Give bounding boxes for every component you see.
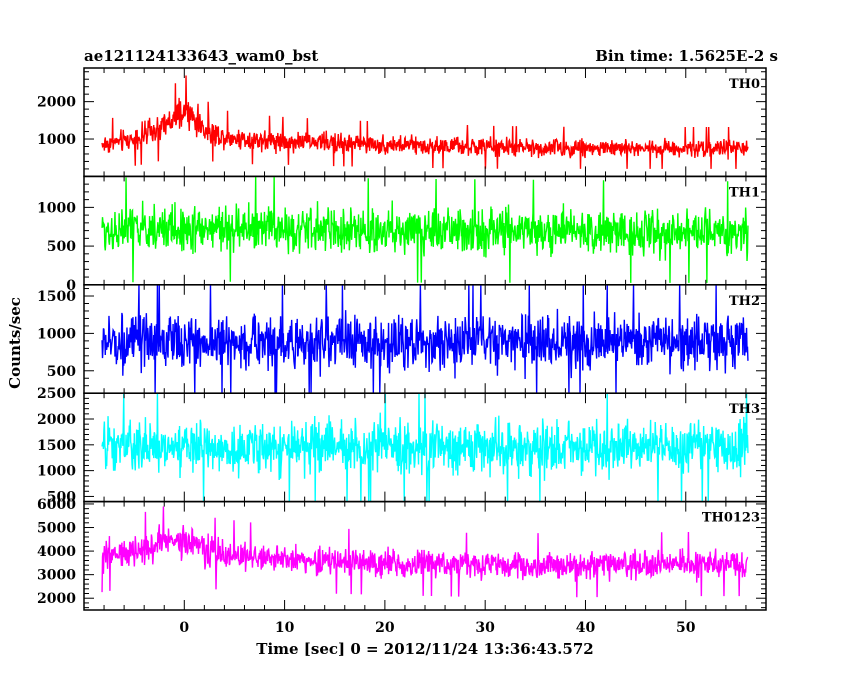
chart-title-left: ae121124133643_wam0_bst: [84, 47, 318, 65]
y-tick-label: 5000: [37, 521, 76, 537]
lightcurve-th0: [102, 75, 748, 168]
x-tick-label: 50: [676, 620, 696, 636]
y-tick-label: 3000: [37, 568, 76, 584]
x-tick-label: 20: [375, 620, 395, 636]
chart-title-right: Bin time: 1.5625E-2 s: [595, 47, 778, 65]
x-tick-label: 0: [179, 620, 189, 636]
y-tick-label: 2000: [37, 591, 76, 607]
y-tick-label: 1000: [37, 464, 76, 480]
panel-label-th0123: TH0123: [702, 511, 760, 526]
panel-label-th0: TH0: [729, 77, 760, 92]
lightcurve-th0123: [102, 507, 748, 598]
y-tick-label: 500: [47, 239, 76, 255]
y-tick-label: 1000: [37, 326, 76, 342]
x-axis-label: Time [sec] 0 = 2012/11/24 13:36:43.572: [256, 640, 593, 658]
y-tick-label: 1500: [37, 289, 76, 305]
y-tick-label: 6000: [37, 497, 76, 513]
panel-label-th2: TH2: [729, 294, 760, 309]
y-axis-label: Counts/sec: [6, 297, 24, 389]
lightcurve-th2: [102, 285, 748, 393]
lightcurve-th1: [102, 176, 748, 283]
lightcurve-th3: [102, 393, 748, 501]
panel-label-th3: TH3: [729, 402, 760, 417]
y-tick-label: 2000: [37, 95, 76, 111]
y-tick-label: 2500: [37, 386, 76, 402]
y-tick-label: 500: [47, 364, 76, 380]
y-tick-label: 2000: [37, 412, 76, 428]
y-tick-label: 1000: [37, 200, 76, 216]
x-tick-label: 40: [576, 620, 596, 636]
y-tick-label: 4000: [37, 544, 76, 560]
x-tick-label: 30: [475, 620, 495, 636]
x-tick-label: 10: [275, 620, 295, 636]
y-tick-label: 1000: [37, 132, 76, 148]
panel-label-th1: TH1: [729, 185, 760, 200]
y-tick-label: 1500: [37, 438, 76, 454]
